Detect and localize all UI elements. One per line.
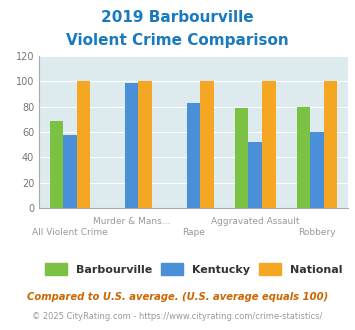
- Text: Robbery: Robbery: [298, 228, 336, 237]
- Bar: [235, 108, 248, 208]
- Bar: [125, 83, 138, 208]
- Bar: [310, 132, 324, 208]
- Bar: [63, 135, 77, 208]
- Text: © 2025 CityRating.com - https://www.cityrating.com/crime-statistics/: © 2025 CityRating.com - https://www.city…: [32, 312, 323, 321]
- Bar: [138, 82, 152, 208]
- Text: Murder & Mans...: Murder & Mans...: [93, 217, 170, 226]
- Text: Rape: Rape: [182, 228, 205, 237]
- Text: Aggravated Assault: Aggravated Assault: [211, 217, 300, 226]
- Bar: [50, 121, 63, 208]
- Bar: [297, 107, 310, 208]
- Bar: [77, 82, 90, 208]
- Text: Violent Crime Comparison: Violent Crime Comparison: [66, 33, 289, 48]
- Bar: [187, 103, 200, 208]
- Bar: [248, 142, 262, 208]
- Text: All Violent Crime: All Violent Crime: [32, 228, 108, 237]
- Text: 2019 Barbourville: 2019 Barbourville: [101, 10, 254, 25]
- Bar: [324, 82, 337, 208]
- Bar: [200, 82, 214, 208]
- Legend: Barbourville, Kentucky, National: Barbourville, Kentucky, National: [40, 259, 347, 279]
- Text: Compared to U.S. average. (U.S. average equals 100): Compared to U.S. average. (U.S. average …: [27, 292, 328, 302]
- Bar: [262, 82, 275, 208]
